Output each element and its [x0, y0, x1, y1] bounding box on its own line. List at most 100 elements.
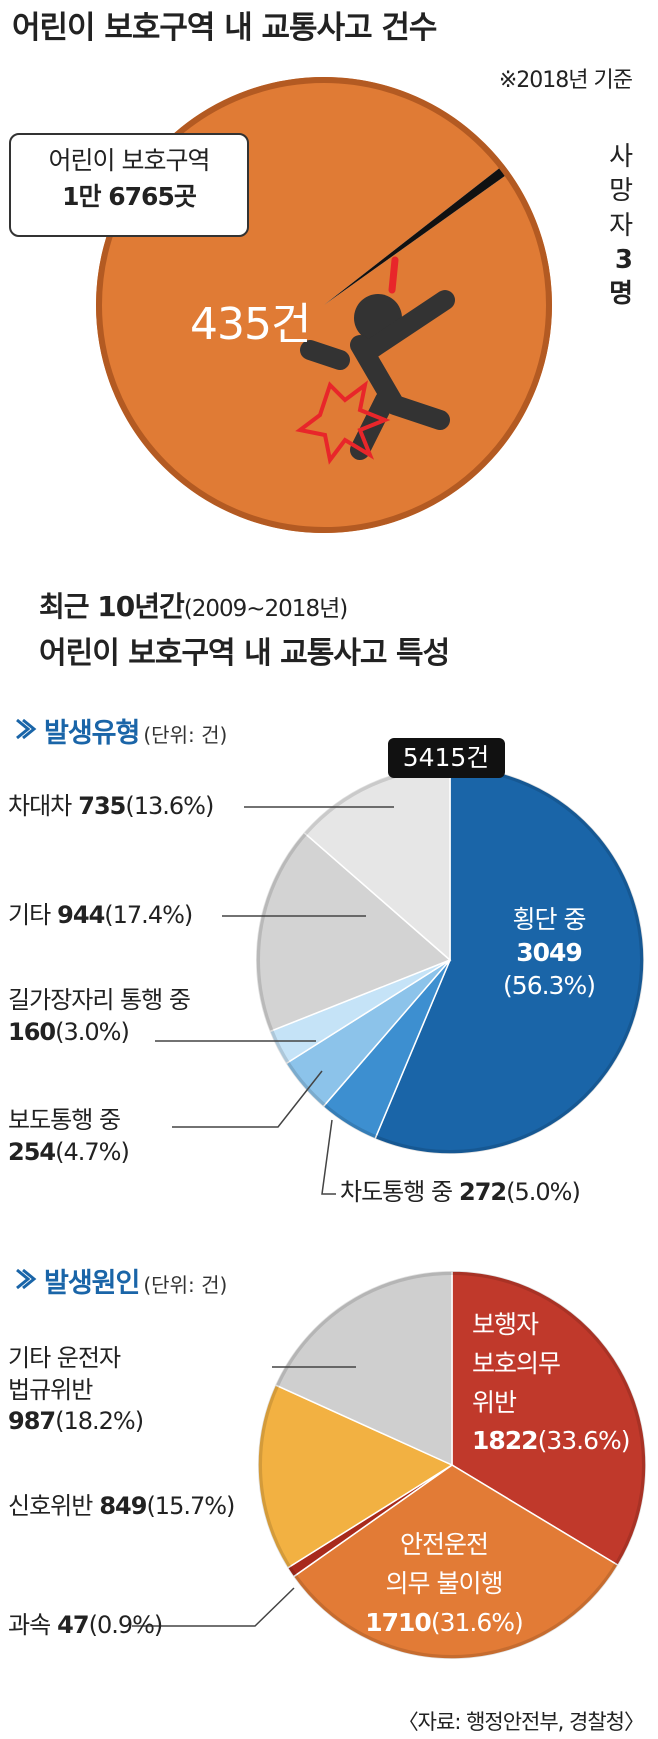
unit: (단위: 건): [143, 723, 228, 747]
label-line: 신호위반 849(15.7%): [8, 1491, 235, 1523]
unit: (단위: 건): [143, 1273, 228, 1297]
source: 〈자료: 행정안전부, 경찰청〉: [397, 1710, 645, 1734]
category-label: 사망자: [609, 142, 633, 241]
exclamation: [388, 256, 399, 294]
value-label: 1710: [365, 1607, 432, 1637]
value-label: 944: [57, 901, 105, 929]
label-line: 987(18.2%): [8, 1406, 144, 1438]
data-label: 기타 운전자 법규위반 987(18.2%): [8, 1343, 144, 1438]
impact-burst: [295, 380, 391, 465]
label-line: 기타 운전자 법규위반: [8, 1343, 143, 1406]
share-label: (18.2%): [55, 1407, 144, 1436]
section-subtitle: 어린이 보호구역 내 교통사고 특성: [39, 636, 450, 671]
label-line: 보도통행 중: [8, 1105, 129, 1137]
label-line: 사망자: [606, 140, 633, 243]
value-label: 987: [8, 1407, 56, 1436]
category-label: 보도통행 중: [8, 1106, 121, 1134]
chevron-icon: [16, 718, 37, 740]
chart-header: 발생원인 (단위: 건): [12, 1261, 227, 1300]
category-label: 기타 운전자 법규위반: [8, 1344, 121, 1404]
label-line: 1822(33.6%): [472, 1422, 631, 1461]
leader-line: [132, 1587, 295, 1627]
value-label: 160: [8, 1017, 56, 1046]
period-title: 최근 10년간: [39, 590, 185, 623]
share-label: (15.7%): [146, 1492, 235, 1520]
category-label: 기타: [8, 901, 51, 929]
pie-rim: [96, 77, 552, 533]
leader-line: [321, 1119, 336, 1195]
label-line: 길가장자리 통행 중: [8, 985, 191, 1017]
label-line: 안전운전 의무 불이행: [365, 1526, 523, 1604]
label-line: 차대차 735(13.6%): [8, 791, 214, 823]
value-label: 435건: [190, 299, 311, 350]
label-line: 보행자 보호의무 위반: [472, 1306, 630, 1422]
data-label: 사망자 3명: [606, 140, 633, 312]
category-label: 신호위반: [8, 1492, 93, 1520]
annotation: 1만 6765곳: [62, 182, 197, 212]
data-label: 보행자 보호의무 위반 1822(33.6%): [472, 1306, 631, 1461]
chart-title: 발생원인: [44, 1268, 140, 1299]
data-label: 횡단 중 3049 (56.3%): [503, 903, 596, 1002]
chevron-icon: [16, 1268, 37, 1290]
share-label: (3.0%): [55, 1017, 130, 1046]
total-label: 5415건: [403, 743, 490, 772]
data-label: 안전운전 의무 불이행 1710(31.6%): [365, 1526, 524, 1643]
period: (2009~2018년): [183, 596, 348, 622]
label-line: 160(3.0%): [8, 1017, 190, 1049]
category-label: 차도통행 중: [340, 1178, 453, 1206]
zone-box: 어린이 보호구역 1만 6765곳: [9, 133, 249, 237]
label-line: 과속 47(0.9%): [8, 1610, 164, 1642]
note: ※2018년 기준: [498, 68, 633, 93]
share-label: (17.4%): [104, 901, 193, 929]
data-label: 과속 47(0.9%): [8, 1610, 164, 1642]
share-label: (13.6%): [125, 792, 214, 820]
category-label: 차대차: [8, 792, 72, 820]
label-line: 기타 944(17.4%): [8, 900, 193, 932]
value-label: 272: [459, 1178, 507, 1206]
label-line: 254(4.7%): [8, 1137, 130, 1169]
data-label: 차대차 735(13.6%): [8, 791, 214, 823]
category-label: 과속: [8, 1611, 51, 1639]
chart-title: 어린이 보호구역 내 교통사고 건수: [12, 10, 437, 46]
share-label: (33.6%): [537, 1426, 631, 1456]
annotation: 어린이 보호구역: [48, 146, 211, 175]
value-label: 735: [78, 792, 126, 820]
share-label: (5.0%): [506, 1178, 581, 1206]
value-label: 254: [8, 1137, 56, 1166]
share-label: (31.6%): [430, 1607, 524, 1637]
value-label: 3명: [609, 244, 633, 310]
leader-line: [172, 1070, 323, 1128]
data-label: 기타 944(17.4%): [8, 900, 193, 932]
section-title: 최근 10년간(2009~2018년): [39, 585, 348, 625]
category-label: 보행자 보호의무 위반: [472, 1310, 561, 1417]
label-line: 1710(31.6%): [365, 1604, 524, 1643]
category-label: 안전운전 의무 불이행: [385, 1530, 504, 1598]
share-label: (0.9%): [88, 1611, 164, 1639]
share-label: (56.3%): [503, 971, 596, 1000]
share-label: (4.7%): [55, 1137, 130, 1166]
total-box: [388, 738, 505, 778]
figure-body: [300, 290, 455, 460]
chart-title: 발생유형: [44, 718, 140, 749]
pie-slice: [274, 1270, 453, 1467]
label-line: 3049: [503, 936, 595, 969]
data-label: 차도통행 중 272(5.0%): [340, 1177, 581, 1209]
pie-slice: [292, 1464, 620, 1660]
data-label: 길가장자리 통행 중 160(3.0%): [8, 985, 191, 1049]
pie-slice: [374, 765, 645, 1155]
label-line: 차도통행 중 272(5.0%): [340, 1177, 581, 1209]
value-label: 1822: [472, 1426, 539, 1456]
chart-header: 발생유형 (단위: 건): [12, 711, 227, 750]
data-label: 보도통행 중 254(4.7%): [8, 1105, 130, 1169]
pie-slice: [255, 831, 452, 1033]
label-line: (56.3%): [503, 969, 596, 1002]
pie-slice: [257, 1383, 454, 1570]
label-line: 3명: [606, 243, 633, 312]
data-label: 신호위반 849(15.7%): [8, 1491, 235, 1523]
pie-rim: [258, 1271, 646, 1659]
pie-slice: [451, 1270, 647, 1567]
pie-slice: [324, 164, 510, 305]
value-label: 47: [57, 1611, 89, 1639]
